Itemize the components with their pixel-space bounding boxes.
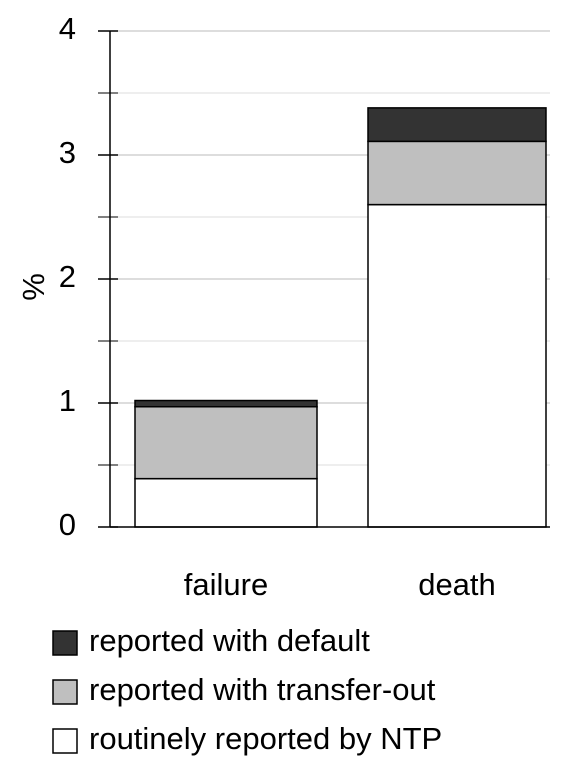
bar-segment bbox=[134, 405, 318, 480]
y-tick-label: 0 bbox=[59, 507, 76, 542]
x-tick-label: failure bbox=[184, 567, 268, 602]
bar-segment bbox=[367, 107, 547, 143]
legend-swatch bbox=[52, 679, 78, 705]
legend-label: reported with default bbox=[89, 623, 370, 658]
y-tick-label: 4 bbox=[59, 11, 76, 46]
legend-swatch bbox=[52, 630, 78, 656]
legend-swatch bbox=[52, 728, 78, 754]
bar-segment bbox=[134, 477, 318, 528]
y-tick-label: 3 bbox=[59, 135, 76, 170]
y-tick-label: 1 bbox=[59, 383, 76, 418]
y-axis-label: % bbox=[16, 273, 51, 301]
bar-segment bbox=[367, 140, 547, 206]
y-tick-label: 2 bbox=[59, 259, 76, 294]
bar-segment bbox=[367, 203, 547, 528]
legend-label: reported with transfer-out bbox=[89, 672, 436, 707]
bar-segment bbox=[134, 399, 318, 408]
x-tick-label: death bbox=[418, 567, 496, 602]
legend-label: routinely reported by NTP bbox=[89, 721, 442, 756]
